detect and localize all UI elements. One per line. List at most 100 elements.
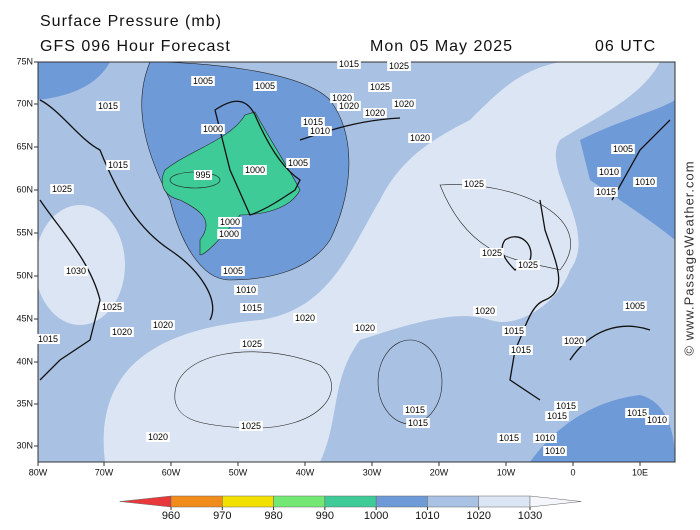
contour-label: 1015 bbox=[303, 117, 323, 127]
colorbar-tick-label: 1010 bbox=[415, 510, 439, 522]
lat-label: 50N bbox=[16, 270, 33, 280]
contour-label-bg bbox=[562, 336, 586, 346]
pressure-fill bbox=[580, 100, 675, 240]
contour-label-bg bbox=[337, 101, 361, 111]
contour-label: 1025 bbox=[241, 421, 261, 431]
contour-label: 1025 bbox=[242, 339, 262, 349]
contour-label-bg bbox=[234, 285, 258, 295]
contour-label-bg bbox=[50, 184, 74, 194]
contour-label: 1000 bbox=[245, 165, 265, 175]
contour-label-bg bbox=[363, 108, 387, 118]
contour-label: 1005 bbox=[193, 76, 213, 86]
contour-label: 1030 bbox=[66, 266, 86, 276]
contour-label: 1010 bbox=[647, 415, 667, 425]
colorbar-segment bbox=[222, 495, 274, 508]
contour-label: 1015 bbox=[408, 418, 428, 428]
contour-label-bg bbox=[308, 126, 332, 136]
contour-label-bg bbox=[554, 401, 578, 411]
colorbar-segment bbox=[478, 495, 531, 508]
contour-label: 1025 bbox=[102, 302, 122, 312]
map bbox=[37, 61, 676, 463]
contour-label-bg bbox=[403, 405, 427, 415]
contour-label: 1015 bbox=[504, 326, 524, 336]
contour-label-bg bbox=[497, 433, 521, 443]
contour-label-bg bbox=[408, 133, 432, 143]
lat-label: 35N bbox=[16, 398, 33, 408]
contour-label-bg bbox=[406, 418, 430, 428]
pressure-fill bbox=[38, 62, 110, 100]
contour-label: 1020 bbox=[394, 99, 414, 109]
contour-label: 1020 bbox=[355, 323, 375, 333]
lon-label: 80W bbox=[29, 467, 48, 477]
contour-label: 1005 bbox=[625, 301, 645, 311]
colorbar-segment bbox=[170, 495, 223, 508]
contour-label: 1005 bbox=[223, 266, 243, 276]
contour-label-bg bbox=[392, 99, 416, 109]
lon-label: 40W bbox=[296, 467, 315, 477]
contour-label-bg bbox=[473, 306, 497, 316]
contour-label: 1000 bbox=[220, 217, 240, 227]
contour-label-bg bbox=[243, 165, 267, 175]
colorbar-tick-label: 980 bbox=[264, 510, 282, 522]
contour-label-bg bbox=[533, 433, 557, 443]
contour-label-bg bbox=[191, 76, 215, 86]
contour-label-bg bbox=[240, 303, 264, 313]
contour-label-bg bbox=[221, 266, 245, 276]
contour-label: 1015 bbox=[108, 160, 128, 170]
contour-label: 1020 bbox=[564, 336, 584, 346]
contour-label-bg bbox=[462, 179, 486, 189]
contour-label-bg bbox=[597, 167, 621, 177]
colorbar-tick-label: 970 bbox=[213, 510, 231, 522]
contour-label-bg bbox=[330, 93, 354, 103]
colorbar-tick-label: 1020 bbox=[466, 510, 490, 522]
contour-label: 1015 bbox=[556, 401, 576, 411]
colorbar-tick-label: 990 bbox=[316, 510, 334, 522]
lon-label: 10E bbox=[632, 467, 648, 477]
contour-label: 1025 bbox=[370, 82, 390, 92]
contour-label-bg bbox=[301, 117, 325, 127]
contour-label: 1020 bbox=[332, 93, 352, 103]
contour-label-bg bbox=[96, 101, 120, 111]
contour-label: 1020 bbox=[112, 327, 132, 337]
colorbar-segment bbox=[324, 495, 377, 508]
watermark: © www.PassageWeather.com bbox=[681, 160, 696, 355]
contour-label-bg bbox=[36, 334, 60, 344]
contour-label: 1015 bbox=[38, 334, 58, 344]
colorbar-tick-label: 1030 bbox=[518, 510, 542, 522]
contour-label: 1015 bbox=[596, 187, 616, 197]
lat-label: 30N bbox=[16, 440, 33, 450]
contour-label: 1015 bbox=[547, 411, 567, 421]
lat-label: 45N bbox=[16, 313, 33, 323]
contour-label-bg bbox=[611, 144, 635, 154]
colorbar-tick-label: 1000 bbox=[364, 510, 388, 522]
contour-label-bg bbox=[240, 339, 264, 349]
contour-label: 1010 bbox=[310, 126, 330, 136]
colorbar-segment bbox=[273, 495, 326, 508]
contour-label-bg bbox=[110, 327, 134, 337]
contour-label-bg bbox=[218, 217, 242, 227]
lat-label: 75N bbox=[16, 56, 33, 66]
contour-label: 1025 bbox=[389, 61, 409, 71]
lat-label: 40N bbox=[16, 356, 33, 366]
contour-label-bg bbox=[509, 345, 533, 355]
contour-label-bg bbox=[387, 61, 411, 71]
contour-label-bg bbox=[100, 302, 124, 312]
lon-label: 60W bbox=[162, 467, 181, 477]
contour-label-bg bbox=[151, 320, 175, 330]
colorbar-segment bbox=[529, 495, 582, 508]
contour-label: 1015 bbox=[627, 408, 647, 418]
lat-label: 65N bbox=[16, 141, 33, 151]
contour-label-bg bbox=[217, 229, 241, 239]
lon-label: 70W bbox=[95, 467, 114, 477]
forecast-time: 06 UTC bbox=[595, 38, 656, 55]
contour-label: 1025 bbox=[482, 248, 502, 258]
contour-label: 1010 bbox=[599, 167, 619, 177]
lon-label: 20W bbox=[430, 467, 449, 477]
contour-label: 1000 bbox=[203, 124, 223, 134]
contour-label: 995 bbox=[195, 170, 210, 180]
contour-label: 1015 bbox=[98, 101, 118, 111]
contour-label-bg bbox=[253, 81, 277, 91]
contour-label-bg bbox=[368, 82, 392, 92]
